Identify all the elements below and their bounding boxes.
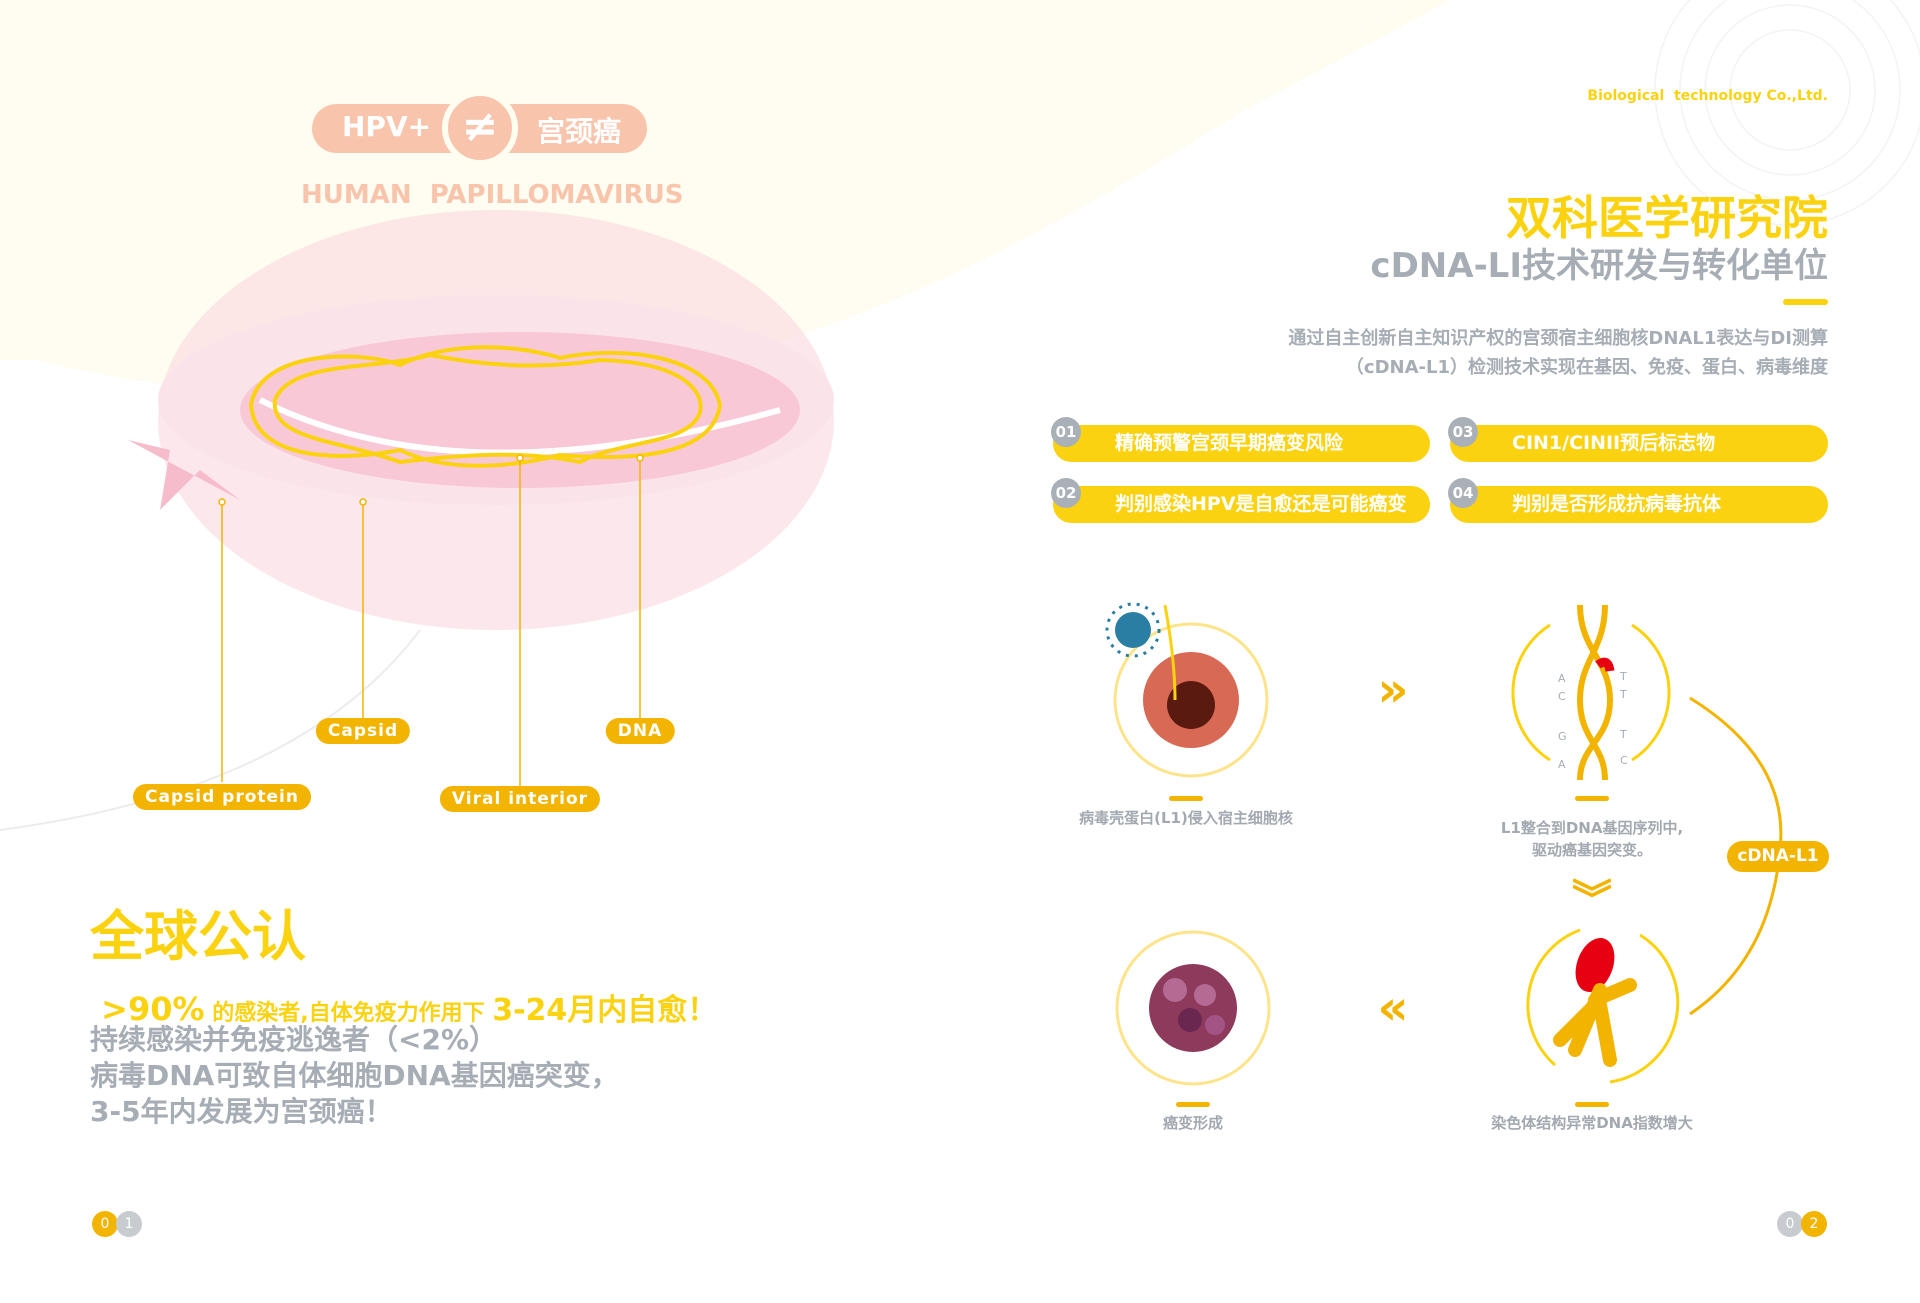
cell-circle [1113, 622, 1269, 778]
base: G [1558, 730, 1567, 743]
body-text: 持续感染并免疫逃逸者（<2%） 病毒DNA可致自体细胞DNA基因癌突变， 3-5… [90, 1022, 619, 1130]
feature-text: 判别是否形成抗病毒抗体 [1512, 493, 1722, 515]
caption-line: L1整合到DNA基因序列中, [1500, 819, 1684, 837]
feature-pill: 03 CIN1/CINII预后标志物 [1448, 417, 1828, 462]
feature-pill: 04 判别是否形成抗病毒抗体 [1448, 478, 1828, 523]
feature-text: 精确预警宫颈早期癌变风险 [1115, 432, 1344, 454]
cdna-l1-badge: cDNA-L1 [1727, 841, 1829, 872]
page-number-digit: 0 [92, 1211, 118, 1237]
cancer-circle [1115, 930, 1271, 1086]
intro-line: （cDNA-L1）检测技术实现在基因、免疫、蛋白、病毒维度 [1345, 357, 1828, 378]
feature-number: 03 [1448, 417, 1478, 447]
step-caption-4: 癌变形成 [1162, 1114, 1224, 1132]
base: A [1558, 672, 1566, 685]
step-dash [1169, 796, 1203, 801]
feature-pill: 01 精确预警宫颈早期癌变风险 [1051, 417, 1430, 462]
stat-range: 3-24月内自愈！ [492, 993, 718, 1028]
step-caption-1: 病毒壳蛋白(L1)侵入宿主细胞核 [1079, 809, 1293, 827]
step-dash [1575, 796, 1609, 801]
stat-pct: >90% [101, 990, 205, 1028]
virus-icon [1105, 602, 1161, 658]
intro-text: 通过自主创新自主知识产权的宫颈宿主细胞核DNAL1表达与DI测算 （cDNA-L… [1288, 324, 1828, 382]
step-dash [1176, 1102, 1210, 1107]
label-capsid-protein: Capsid protein [133, 784, 311, 810]
base: T [1620, 688, 1627, 701]
cervical-cancer-label: 宫颈癌 [536, 115, 621, 148]
company-name: Biological technology Co.,Ltd. [1587, 88, 1828, 104]
divider [1783, 299, 1828, 305]
feature-pill: 02 判别感染HPV是自愈还是可能癌变 [1051, 478, 1430, 523]
body-line: 持续感染并免疫逃逸者（<2%） [90, 1023, 497, 1056]
hero-subtitle: HUMAN PAPILLOMAVIRUS [301, 180, 684, 210]
dna-helix-illustration [1576, 604, 1615, 781]
stat-mid: 的感染者,自体免疫力作用下 [204, 1001, 493, 1026]
stat-line: >90% 的感染者,自体免疫力作用下 3-24月内自愈！ [90, 966, 717, 1029]
base: T [1620, 670, 1627, 683]
chevron-down-icon: ︾ [1572, 877, 1612, 923]
step-dash [1575, 1102, 1609, 1107]
caption-line: 驱动癌基因突变。 [1531, 841, 1652, 859]
chevron-left-icon: « [1377, 980, 1409, 1036]
feature-number: 02 [1051, 478, 1081, 508]
institute-subtitle: cDNA-LI技术研发与转化单位 [1370, 246, 1828, 286]
base: C [1620, 754, 1628, 767]
feature-number: 04 [1448, 478, 1478, 508]
hpv-label: HPV+ [342, 110, 432, 143]
tumor-illustration [1149, 964, 1237, 1052]
dna-ring [248, 345, 723, 468]
intro-line: 通过自主创新自主知识产权的宫颈宿主细胞核DNAL1表达与DI测算 [1288, 328, 1828, 349]
base: C [1558, 690, 1566, 703]
headline: 全球公认 [90, 905, 306, 968]
step-caption-3: 染色体结构异常DNA指数增大 [1491, 1114, 1693, 1132]
label-viral-interior: Viral interior [439, 786, 601, 812]
base: T [1620, 728, 1627, 741]
not-equal-icon: ≠ [442, 90, 518, 166]
feature-number: 01 [1051, 417, 1081, 447]
feature-text: 判别感染HPV是自愈还是可能癌变 [1115, 493, 1407, 515]
step-caption-2: L1整合到DNA基因序列中, 驱动癌基因突变。 [1501, 817, 1683, 861]
feature-text: CIN1/CINII预后标志物 [1512, 432, 1716, 454]
chromosome-illustration [1553, 937, 1637, 1067]
body-line: 病毒DNA可致自体细胞DNA基因癌突变， [90, 1059, 619, 1092]
chevron-right-icon: » [1377, 662, 1409, 718]
body-line: 3-5年内发展为宫颈癌！ [90, 1095, 393, 1128]
page-number-digit: 0 [1777, 1211, 1803, 1237]
base: A [1558, 758, 1566, 771]
label-capsid: Capsid [315, 718, 411, 744]
label-dna: DNA [605, 718, 675, 744]
page-number-digit: 1 [116, 1211, 142, 1237]
cell-nucleus-illustration [1105, 602, 1239, 748]
page-number-digit: 2 [1801, 1211, 1827, 1237]
institute-title: 双科医学研究院 [1506, 191, 1828, 245]
